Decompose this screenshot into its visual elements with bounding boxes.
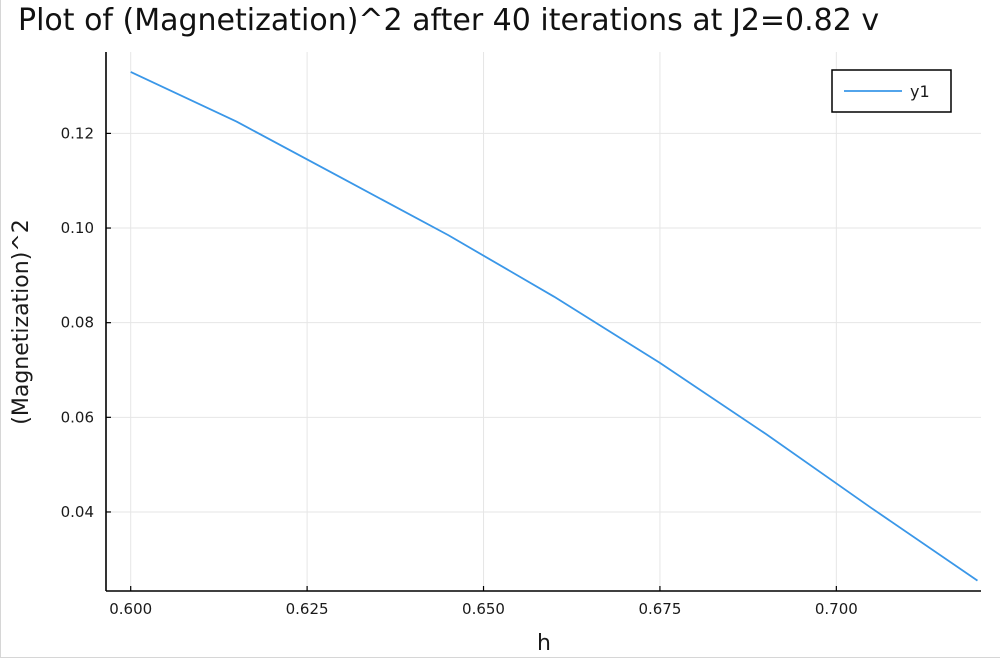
grid-layer [106,52,981,591]
series-layer [130,71,978,582]
chart-title: Plot of (Magnetization)^2 after 40 itera… [18,3,879,38]
y-ticks: 0.04 0.06 0.08 0.10 0.12 [61,124,111,521]
x-ticks: 0.600 0.625 0.650 0.675 0.700 [109,586,858,618]
y-tick-label: 0.12 [61,124,94,142]
x-axis-label: h [537,631,551,656]
x-tick-label: 0.600 [109,600,152,618]
y-tick-label: 0.06 [61,408,94,426]
x-tick-label: 0.625 [286,600,329,618]
y-tick-label: 0.10 [61,219,94,237]
series-line-y1 [130,71,978,582]
y-axis-label: (Magnetization)^2 [9,219,34,424]
y-tick-label: 0.04 [61,503,94,521]
axes-layer [105,52,981,592]
legend-label-y1: y1 [910,82,930,101]
x-tick-label: 0.700 [815,600,858,618]
legend: y1 [831,69,952,113]
x-tick-label: 0.675 [638,600,681,618]
x-tick-label: 0.650 [462,600,505,618]
y-tick-label: 0.08 [61,314,94,332]
